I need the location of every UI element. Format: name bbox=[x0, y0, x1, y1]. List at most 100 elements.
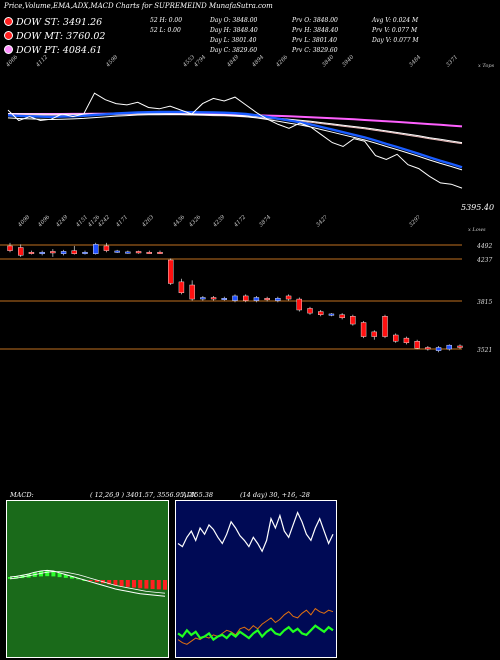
candle-down bbox=[339, 314, 345, 319]
candle-down bbox=[135, 251, 142, 254]
level-label: 4237 bbox=[476, 257, 492, 264]
macd-chart bbox=[6, 500, 169, 658]
lows-corner-label: x Lows bbox=[468, 227, 486, 233]
adx-params: (14 day) 30, +16, -28 bbox=[240, 491, 310, 499]
adx-line bbox=[177, 510, 334, 553]
low-label: 4239 bbox=[211, 215, 226, 229]
candle-up bbox=[93, 244, 99, 254]
top-label: 3840 bbox=[321, 55, 335, 68]
macd-histogram-bar bbox=[76, 578, 81, 580]
stat-line: Avg V: 0.024 M bbox=[372, 17, 419, 24]
price-line bbox=[7, 92, 463, 189]
candle-down bbox=[318, 311, 324, 315]
stat-line: Prv L: 3801.40 bbox=[292, 37, 337, 44]
candle-up bbox=[328, 313, 335, 316]
low-label: 4098 bbox=[16, 215, 31, 229]
macd-histogram-bar bbox=[119, 580, 124, 587]
candle-down bbox=[360, 322, 367, 337]
candle-down bbox=[393, 334, 399, 342]
macd-label: MACD: bbox=[10, 491, 34, 499]
candle-up bbox=[221, 298, 227, 300]
macd-params: ( 12,26,9 ) 3401.57, 3556.95, -155.38 bbox=[90, 491, 214, 499]
legend-dow-pt: DOW PT: 4084.61 bbox=[4, 45, 102, 56]
legend-swatch-icon bbox=[4, 17, 13, 26]
candle-down bbox=[296, 298, 302, 311]
macd-histogram-bar bbox=[113, 580, 118, 586]
candle-down bbox=[71, 250, 77, 254]
macd-border bbox=[6, 500, 169, 658]
low-label: 4436 bbox=[171, 215, 186, 229]
candle-down bbox=[457, 345, 463, 348]
candle-up bbox=[114, 250, 120, 253]
candle-down bbox=[7, 245, 13, 251]
low-label: 4249 bbox=[54, 215, 69, 229]
chart-title: Price,Volume,EMA,ADX,MACD Charts for SUP… bbox=[4, 2, 273, 10]
candle-down bbox=[210, 297, 217, 300]
macd-histogram-bar bbox=[150, 580, 155, 589]
top-label: 4894 bbox=[250, 55, 265, 69]
low-label: 3427 bbox=[315, 215, 329, 228]
macd-histogram-bar bbox=[132, 580, 136, 588]
macd-histogram-bar bbox=[51, 571, 56, 577]
candle-up bbox=[446, 344, 452, 350]
candle-up bbox=[253, 297, 260, 301]
level-label: 3815 bbox=[477, 299, 492, 306]
macd-histogram-bar bbox=[88, 580, 93, 582]
low-label: 4151 bbox=[74, 215, 89, 229]
adx-border bbox=[175, 500, 337, 658]
stat-line: Day C: 3829.60 bbox=[210, 47, 258, 54]
stat-line: Day L: 3801.40 bbox=[210, 37, 257, 44]
candle-up bbox=[275, 298, 281, 301]
macd-histogram-bar bbox=[70, 576, 74, 579]
low-label: 3874 bbox=[258, 215, 272, 228]
candle-down bbox=[307, 308, 313, 314]
stat-line: Day O: 3848.00 bbox=[210, 17, 258, 24]
top-label: 4849 bbox=[225, 55, 240, 69]
candle-down bbox=[414, 341, 420, 349]
candle-down bbox=[28, 251, 35, 254]
top-label: 3484 bbox=[408, 55, 422, 68]
stat-line: Prv C: 3829.60 bbox=[292, 47, 338, 54]
stat-line: Prv V: 0.077 M bbox=[372, 27, 418, 34]
stat-line: Day V: 0.077 M bbox=[372, 37, 419, 44]
legend-dow-pt-label: DOW PT: 4084.61 bbox=[16, 45, 103, 56]
candle-down bbox=[103, 245, 110, 251]
legend-dow-st: DOW ST: 3491.26 bbox=[4, 17, 102, 28]
candle-down bbox=[146, 251, 152, 254]
top-label: 4112 bbox=[34, 55, 49, 69]
candle-down bbox=[403, 337, 410, 344]
level-label: 3521 bbox=[477, 347, 492, 354]
candle-down bbox=[168, 259, 174, 284]
stat-line: 52 H: 0.00 bbox=[150, 17, 183, 24]
candle-up bbox=[60, 251, 67, 254]
candle-up bbox=[39, 251, 45, 254]
macd-histogram-bar bbox=[125, 580, 130, 587]
candle-down bbox=[264, 298, 270, 301]
top-label: 4598 bbox=[104, 55, 119, 69]
plus-di-line bbox=[177, 624, 334, 642]
candle-down bbox=[157, 251, 163, 254]
adx-chart bbox=[175, 500, 337, 658]
last-value-label: 5395.40 bbox=[461, 203, 494, 212]
ema-slow-line-2 bbox=[7, 113, 463, 144]
stats-col-prev: Prv O: 3848.00 Prv H: 3848.40 Prv L: 380… bbox=[292, 16, 338, 56]
candle-down bbox=[243, 295, 249, 301]
low-label: 4171 bbox=[114, 215, 129, 229]
candle-up bbox=[435, 347, 442, 351]
stats-col-volume: Avg V: 0.024 M Prv V: 0.077 M Day V: 0.0… bbox=[372, 16, 419, 46]
candle-down bbox=[350, 316, 356, 325]
legend-dow-mt: DOW MT: 3760.02 bbox=[4, 31, 105, 42]
ema-fast-white-line bbox=[7, 114, 463, 171]
legend-swatch-icon bbox=[4, 31, 13, 40]
candle-down bbox=[50, 251, 56, 254]
macd-line bbox=[9, 569, 166, 597]
legend-dow-st-label: DOW ST: 3491.26 bbox=[16, 17, 103, 28]
stat-line: Prv H: 3848.40 bbox=[292, 27, 339, 34]
ema-blue-line bbox=[7, 110, 463, 169]
candle-up bbox=[82, 251, 88, 254]
stats-col-day: Day O: 3848.00 Day H: 3848.40 Day L: 380… bbox=[210, 16, 258, 56]
low-label: 4326 bbox=[187, 215, 202, 229]
tops-corner-label: x Tops bbox=[478, 63, 495, 69]
macd-histogram-bar bbox=[63, 574, 68, 578]
